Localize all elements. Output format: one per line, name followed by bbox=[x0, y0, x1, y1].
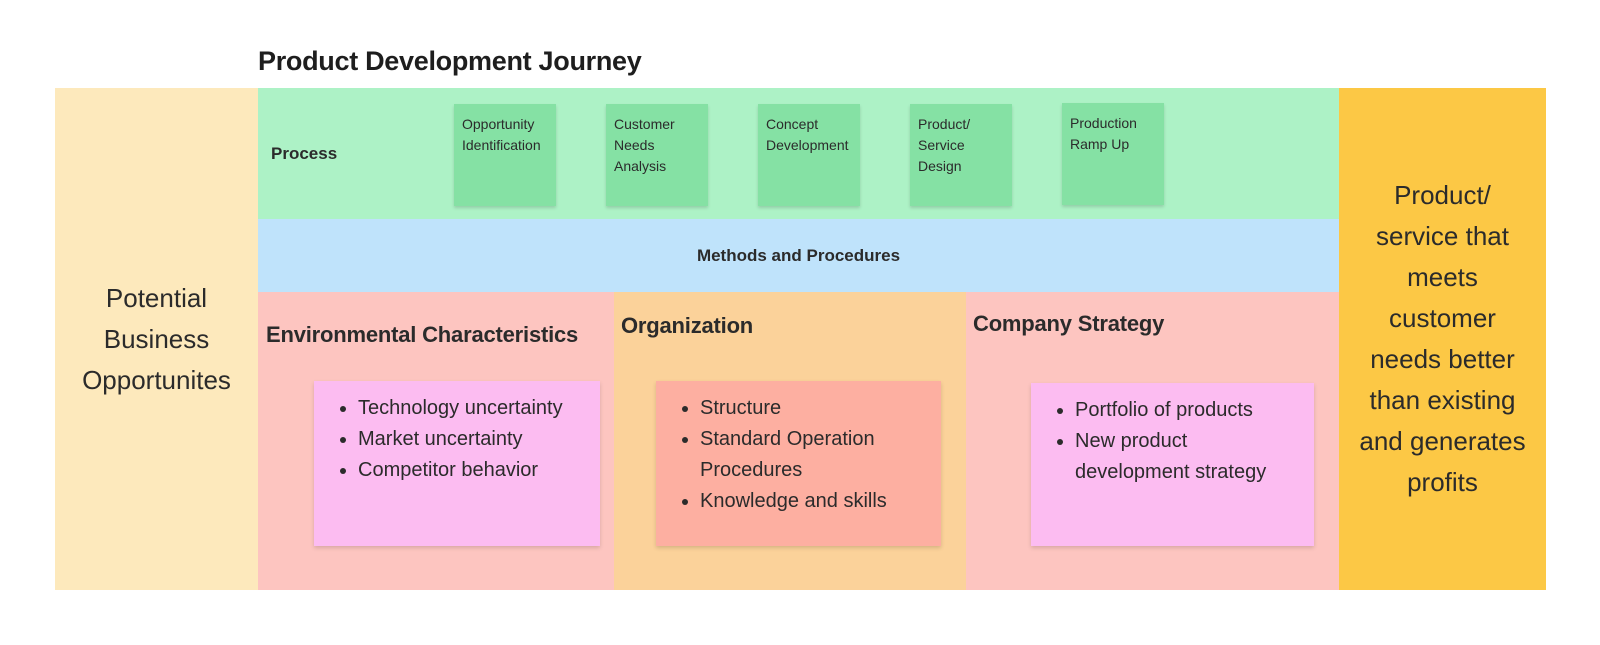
process-step-concept-development: Concept Development bbox=[758, 104, 860, 206]
environmental-characteristics-note: Technology uncertainty Market uncertaint… bbox=[314, 381, 600, 546]
environmental-characteristics-title: Environmental Characteristics bbox=[266, 322, 579, 347]
methods-procedures-band: Methods and Procedures bbox=[258, 219, 1339, 292]
environmental-characteristics-list: Technology uncertainty Market uncertaint… bbox=[328, 393, 586, 486]
process-step-label: Opportunity Identification bbox=[462, 116, 541, 153]
list-item: Knowledge and skills bbox=[700, 486, 927, 517]
product-outcome-text: Product/ service that meets customer nee… bbox=[1359, 180, 1526, 497]
list-item: Structure bbox=[700, 393, 927, 424]
list-item: Market uncertainty bbox=[358, 424, 586, 455]
list-item: Technology uncertainty bbox=[358, 393, 586, 424]
list-item: Competitor behavior bbox=[358, 455, 586, 486]
company-strategy-note: Portfolio of products New product develo… bbox=[1031, 383, 1314, 546]
product-outcome-panel: Product/ service that meets customer nee… bbox=[1339, 88, 1546, 590]
potential-opportunities-text: Potential Business Opportunites bbox=[82, 282, 231, 395]
process-step-product-service-design: Product/ Service Design bbox=[910, 104, 1012, 206]
company-strategy-list: Portfolio of products New product develo… bbox=[1045, 395, 1300, 488]
process-step-label: Customer Needs Analysis bbox=[614, 116, 675, 174]
list-item: Standard Operation Procedures bbox=[700, 424, 927, 486]
process-step-opportunity-identification: Opportunity Identification bbox=[454, 104, 556, 206]
methods-procedures-label: Methods and Procedures bbox=[696, 245, 901, 265]
process-step-label: Product/ Service Design bbox=[918, 116, 971, 174]
process-step-label: Concept Development bbox=[766, 116, 849, 153]
organization-list: Structure Standard Operation Procedures … bbox=[670, 393, 927, 517]
list-item: Portfolio of products bbox=[1075, 395, 1300, 426]
process-step-label: Production Ramp Up bbox=[1070, 115, 1137, 152]
company-strategy-title: Company Strategy bbox=[973, 311, 1165, 336]
process-label: Process bbox=[271, 144, 338, 163]
process-step-customer-needs-analysis: Customer Needs Analysis bbox=[606, 104, 708, 206]
list-item: New product development strategy bbox=[1075, 426, 1300, 488]
organization-note: Structure Standard Operation Procedures … bbox=[656, 381, 941, 546]
diagram-title: Product Development Journey bbox=[258, 46, 642, 76]
potential-opportunities-panel: Potential Business Opportunites bbox=[55, 88, 258, 590]
organization-title: Organization bbox=[621, 313, 754, 338]
process-step-production-ramp-up: Production Ramp Up bbox=[1062, 103, 1164, 205]
